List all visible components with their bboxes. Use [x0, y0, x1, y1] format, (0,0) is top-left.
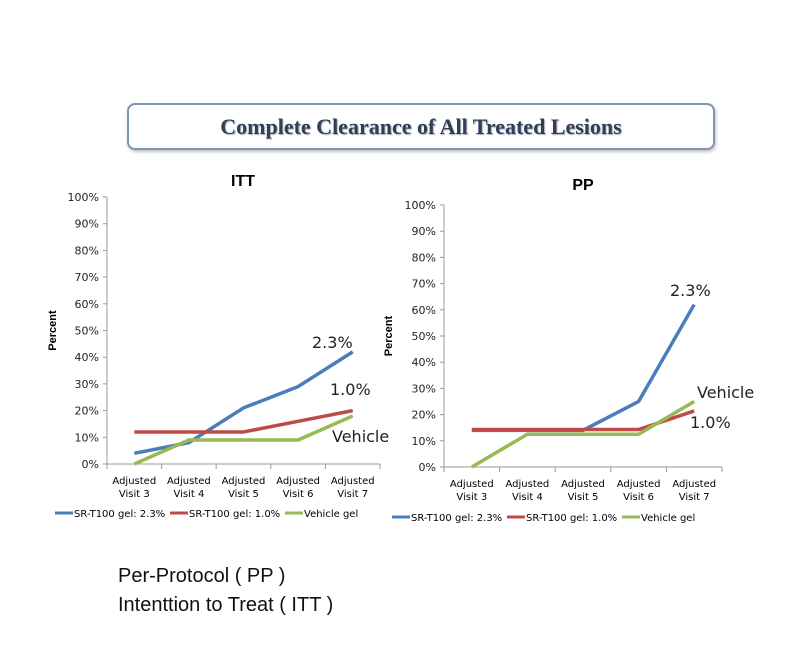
series-annotation: Vehicle	[697, 383, 754, 402]
legend-label: SR-T100 gel: 1.0%	[189, 509, 280, 520]
series-annotation: Vehicle	[332, 427, 389, 446]
x-tick-label: Adjusted	[167, 476, 211, 487]
x-tick-label: Visit 4	[173, 489, 204, 500]
x-tick-label: Adjusted	[617, 479, 661, 490]
x-tick-label: Adjusted	[450, 479, 494, 490]
x-tick-label: Adjusted	[222, 476, 266, 487]
y-tick-label: 80%	[75, 244, 99, 257]
y-tick-label: 30%	[412, 382, 436, 395]
x-tick-label: Visit 7	[337, 489, 368, 500]
x-tick-label: Visit 7	[679, 492, 710, 503]
y-tick-label: 100%	[68, 191, 99, 204]
legend-label: SR-T100 gel: 1.0%	[526, 513, 617, 524]
y-tick-label: 10%	[75, 431, 99, 444]
y-tick-label: 50%	[412, 330, 436, 343]
series-line-0	[471, 303, 696, 433]
y-tick-label: 20%	[412, 409, 436, 422]
x-tick-label: Visit 3	[119, 489, 150, 500]
y-axis-label: Percent	[47, 310, 59, 351]
y-tick-label: 50%	[75, 325, 99, 338]
y-tick-label: 80%	[412, 251, 436, 264]
y-tick-label: 70%	[75, 271, 99, 284]
x-tick-label: Visit 3	[456, 492, 487, 503]
legend-label: SR-T100 gel: 2.3%	[411, 513, 502, 524]
legend-label: Vehicle gel	[304, 509, 358, 520]
x-tick-label: Visit 5	[568, 492, 599, 503]
x-tick-label: Adjusted	[561, 479, 605, 490]
y-tick-label: 0%	[82, 458, 99, 471]
chart-title: ITT	[231, 173, 255, 190]
chart-title: PP	[572, 177, 594, 194]
y-tick-label: 40%	[75, 351, 99, 364]
x-tick-label: Visit 4	[512, 492, 543, 503]
y-tick-label: 70%	[412, 278, 436, 291]
series-line-0	[133, 350, 354, 456]
y-tick-label: 40%	[412, 356, 436, 369]
x-tick-label: Adjusted	[506, 479, 550, 490]
x-tick-label: Visit 6	[283, 489, 314, 500]
y-tick-label: 10%	[412, 435, 436, 448]
y-tick-label: 20%	[75, 405, 99, 418]
legend-label: Vehicle gel	[641, 513, 695, 524]
legend-label: SR-T100 gel: 2.3%	[74, 509, 165, 520]
x-tick-label: Adjusted	[331, 476, 375, 487]
x-tick-label: Adjusted	[112, 476, 156, 487]
series-annotation: 1.0%	[690, 413, 731, 432]
title-banner: Complete Clearance of All Treated Lesion…	[127, 103, 715, 150]
slide-title: Complete Clearance of All Treated Lesion…	[220, 113, 622, 139]
y-tick-label: 90%	[75, 218, 99, 231]
y-tick-label: 60%	[75, 298, 99, 311]
footnote-pp: Per-Protocol ( PP )	[118, 565, 286, 587]
x-tick-label: Adjusted	[672, 479, 716, 490]
y-tick-label: 60%	[412, 304, 436, 317]
y-axis-label: Percent	[383, 315, 395, 356]
y-tick-label: 100%	[405, 199, 436, 212]
x-tick-label: Visit 6	[623, 492, 654, 503]
series-annotation: 2.3%	[312, 333, 353, 352]
y-tick-label: 30%	[75, 378, 99, 391]
series-annotation: 2.3%	[670, 281, 711, 300]
x-tick-label: Adjusted	[276, 476, 320, 487]
y-tick-label: 0%	[419, 461, 436, 474]
x-tick-label: Visit 5	[228, 489, 259, 500]
footnote-itt: Intenttion to Treat ( ITT )	[118, 594, 334, 616]
series-annotation: 1.0%	[330, 380, 371, 399]
y-tick-label: 90%	[412, 225, 436, 238]
